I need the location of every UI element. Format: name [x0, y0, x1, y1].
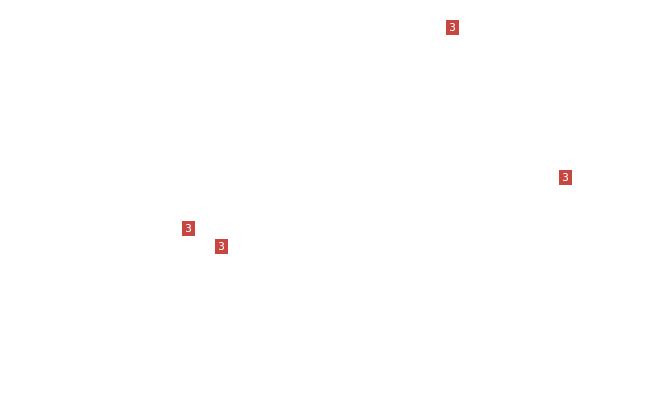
marker-badge-3[interactable]: 3 [182, 221, 195, 236]
marker-badge-4[interactable]: 3 [215, 239, 228, 254]
marker-badge-2[interactable]: 3 [559, 170, 572, 185]
marker-badge-1[interactable]: 3 [446, 20, 459, 35]
